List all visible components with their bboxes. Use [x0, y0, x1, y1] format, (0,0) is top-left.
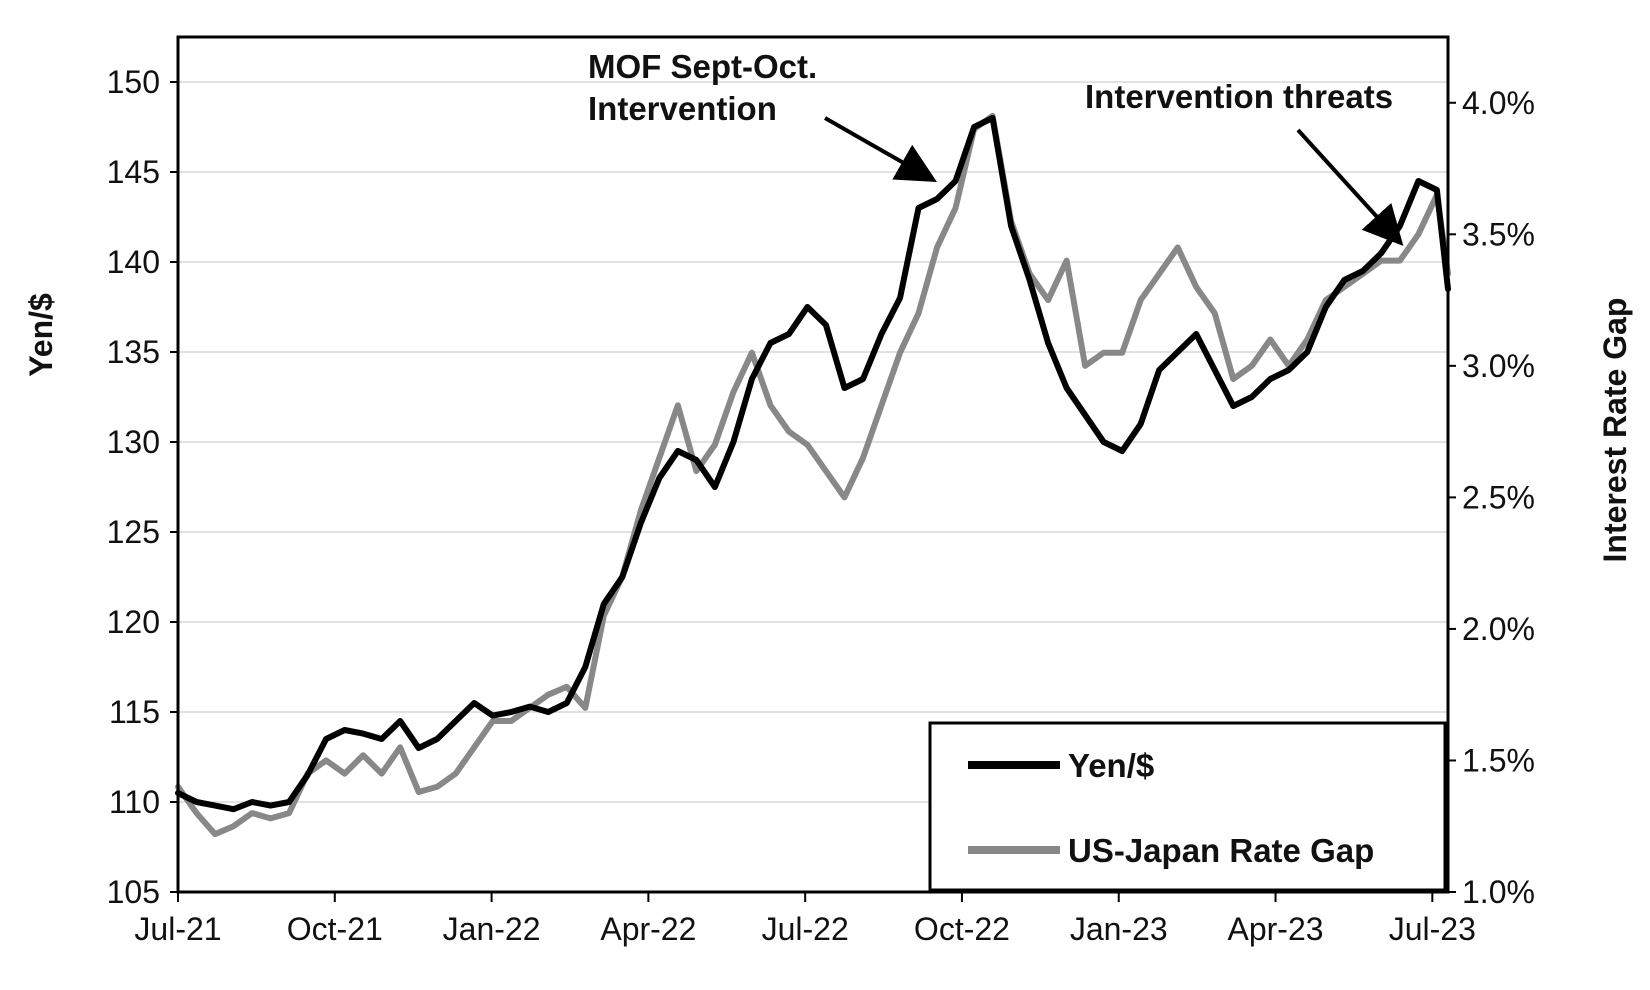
x-tick-label: Oct-22	[914, 911, 1010, 947]
left-tick-label: 130	[107, 424, 160, 460]
left-tick-label: 145	[107, 154, 160, 190]
right-tick-label: 1.5%	[1462, 742, 1535, 778]
x-tick-label: Jul-21	[134, 911, 221, 947]
legend-label-yen: Yen/$	[1068, 747, 1154, 784]
left-tick-label: 125	[107, 514, 160, 550]
left-tick-label: 120	[107, 604, 160, 640]
left-tick-label: 150	[107, 64, 160, 100]
annotation-mof-line2: Intervention	[588, 90, 777, 127]
x-tick-label: Apr-23	[1228, 911, 1324, 947]
left-tick-label: 115	[109, 694, 160, 730]
plot-frame	[176, 35, 1450, 894]
x-axis: Jul-21 Oct-21 Jan-22 Apr-22 Jul-22 Oct-22 Jan-…	[134, 892, 1476, 947]
right-tick-label: 2.5%	[1462, 479, 1535, 515]
right-axis-title: Interest Rate Gap	[1597, 298, 1633, 563]
left-tick-label: 135	[107, 334, 160, 370]
annotation-threats: Intervention threats	[1085, 78, 1393, 115]
grid-lines	[178, 81, 1448, 803]
annotation-mof-line1: MOF Sept-Oct.	[588, 48, 817, 85]
right-tick-label: 3.5%	[1462, 216, 1535, 252]
legend: Yen/$ US-Japan Rate Gap	[928, 721, 1447, 892]
x-tick-label: Jul-22	[762, 911, 849, 947]
right-tick-label: 4.0%	[1462, 85, 1535, 121]
x-tick-label: Oct-21	[287, 911, 383, 947]
x-tick-label: Jan-22	[443, 911, 541, 947]
annotation-threats-arrow	[1296, 128, 1404, 246]
right-tick-label: 1.0%	[1462, 874, 1535, 910]
series-line-yen	[175, 115, 1451, 813]
left-axis-title: Yen/$	[23, 293, 59, 377]
annotation-mof-arrow	[824, 116, 937, 182]
series-layer	[175, 112, 1451, 838]
series-line-rate-gap	[175, 112, 1451, 838]
right-y-axis: 1.0% 1.5% 2.0% 2.5% 3.0% 3.5% 4.0%	[1448, 85, 1535, 910]
x-tick-label: Apr-22	[600, 911, 696, 947]
x-tick-label: Jan-23	[1070, 911, 1168, 947]
x-tick-label: Jul-23	[1389, 911, 1476, 947]
right-tick-label: 2.0%	[1462, 611, 1535, 647]
legend-box	[928, 721, 1447, 892]
left-tick-label: 110	[109, 784, 160, 820]
left-y-axis: 105 110 115 120 125 130 135 140 145 150	[107, 64, 178, 910]
legend-label-rate-gap: US-Japan Rate Gap	[1068, 832, 1374, 869]
right-tick-label: 3.0%	[1462, 348, 1535, 384]
left-tick-label: 140	[107, 244, 160, 280]
left-tick-label: 105	[107, 874, 160, 910]
